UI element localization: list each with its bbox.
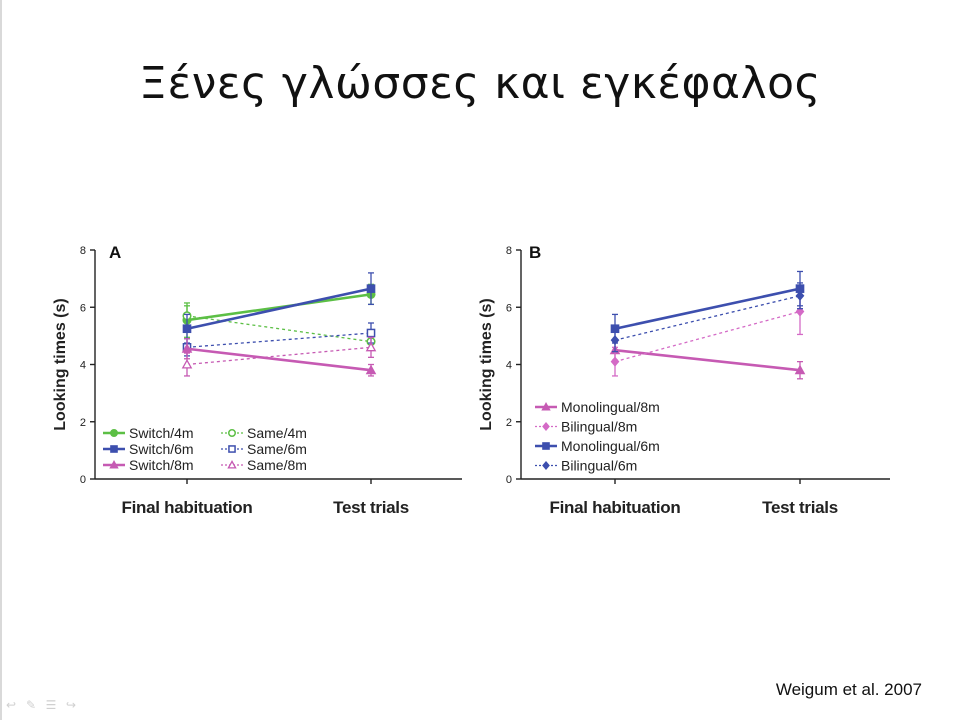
legend-swatch-marker (542, 460, 550, 471)
y-axis-label: Looking times (s) (478, 298, 495, 430)
legend-swatch-marker (228, 429, 236, 437)
x-tick-label: Final habituation (550, 498, 681, 517)
legend-item: Same/4m (221, 425, 307, 441)
legend-label: Bilingual/6m (561, 458, 637, 474)
legend-item: Monolingual/6m (535, 438, 660, 454)
series-line (186, 332, 372, 348)
data-point (181, 343, 193, 353)
data-point (610, 356, 620, 367)
legend-item: Monolingual/8m (535, 399, 660, 415)
slide-left-border (0, 0, 2, 720)
data-point (182, 324, 192, 334)
legend-swatch-marker (227, 460, 237, 469)
x-tick-label: Test trials (762, 498, 838, 517)
pen-icon[interactable]: ✎ (25, 698, 37, 712)
menu-icon[interactable]: ☰ (45, 698, 57, 712)
series-line (614, 287, 801, 330)
y-tick-label: 2 (506, 417, 512, 429)
legend-label: Same/4m (247, 425, 307, 441)
series-line (614, 310, 801, 363)
legend-label: Same/6m (247, 441, 307, 457)
series-bilingual-6m (610, 282, 805, 353)
panel-label: A (109, 243, 121, 262)
series-monolingual-6m (610, 270, 805, 344)
legend-item: Switch/6m (103, 441, 194, 457)
legend: Monolingual/8m Bilingual/8m Monolingual/6m… (535, 399, 660, 474)
data-point (795, 290, 805, 301)
legend-item: Same/8m (221, 457, 307, 473)
y-tick-label: 8 (506, 245, 512, 257)
data-point (365, 364, 377, 375)
data-point (794, 364, 806, 375)
data-point (610, 335, 620, 346)
series-line (186, 287, 372, 330)
legend-swatch-marker (109, 460, 119, 469)
y-tick-label: 4 (80, 360, 86, 372)
legend-label: Monolingual/8m (561, 399, 660, 415)
legend-swatch-marker (228, 445, 236, 453)
legend-swatch-marker (110, 429, 118, 437)
legend-item: Switch/8m (103, 457, 194, 473)
legend-swatch-marker (542, 421, 550, 432)
legend-label: Bilingual/8m (561, 419, 637, 435)
legend: Switch/4m Same/4m Switch/6m Same/6m Switch/8… (103, 425, 307, 473)
y-tick-label: 2 (80, 417, 86, 429)
legend-label: Switch/4m (129, 425, 194, 441)
citation: Weigum et al. 2007 (775, 680, 922, 699)
legend-label: Switch/8m (129, 457, 194, 473)
series-switch-6m (182, 272, 376, 344)
data-point (366, 328, 376, 338)
forward-arrow-icon[interactable]: ↪ (65, 698, 77, 712)
data-point (365, 341, 377, 352)
legend-item: Bilingual/8m (535, 419, 637, 435)
data-point (366, 284, 376, 293)
legend-label: Monolingual/6m (561, 438, 660, 454)
slideshow-toolbar: ↩ ✎ ☰ ↪ (4, 698, 78, 712)
data-point (795, 306, 805, 317)
y-tick-label: 8 (80, 245, 86, 257)
series-line (186, 346, 372, 366)
panel-label: B (529, 243, 541, 262)
y-tick-label: 0 (80, 474, 86, 486)
series-line (186, 293, 372, 322)
series-same-4m (182, 305, 376, 351)
series-line (614, 348, 801, 372)
data-point (181, 358, 193, 369)
chart-panel-a: 0 2 4 6 8 Final habituation Test trials Looking… (52, 243, 462, 517)
x-tick-label: Test trials (333, 498, 409, 517)
y-tick-label: 6 (80, 302, 86, 314)
x-tick-label: Final habituation (122, 498, 253, 517)
slide-title: Ξένες γλώσσες και εγκέφαλος (139, 58, 821, 109)
back-arrow-icon[interactable]: ↩ (5, 698, 17, 712)
y-tick-label: 4 (506, 360, 512, 372)
legend-label: Same/8m (247, 457, 307, 473)
y-tick-label: 6 (506, 302, 512, 314)
legend-item: Bilingual/6m (535, 458, 637, 474)
series-monolingual-8m (609, 339, 806, 380)
legend-item: Same/6m (221, 441, 307, 457)
legend-swatch-marker (110, 445, 118, 453)
legend-item: Switch/4m (103, 425, 194, 441)
legend-swatch-marker (542, 442, 550, 450)
series-line (186, 347, 372, 372)
series-switch-8m (181, 338, 377, 377)
series-line (614, 295, 801, 341)
series-same-8m (181, 336, 377, 377)
legend-label: Switch/6m (129, 441, 194, 457)
y-axis-label: Looking times (s) (52, 298, 69, 430)
legend-swatch-marker (541, 402, 551, 411)
series-line (186, 315, 372, 343)
chart-panel-b: 0 2 4 6 8 Final habituation Test trials Looking… (478, 243, 890, 517)
y-tick-label: 0 (506, 474, 512, 486)
